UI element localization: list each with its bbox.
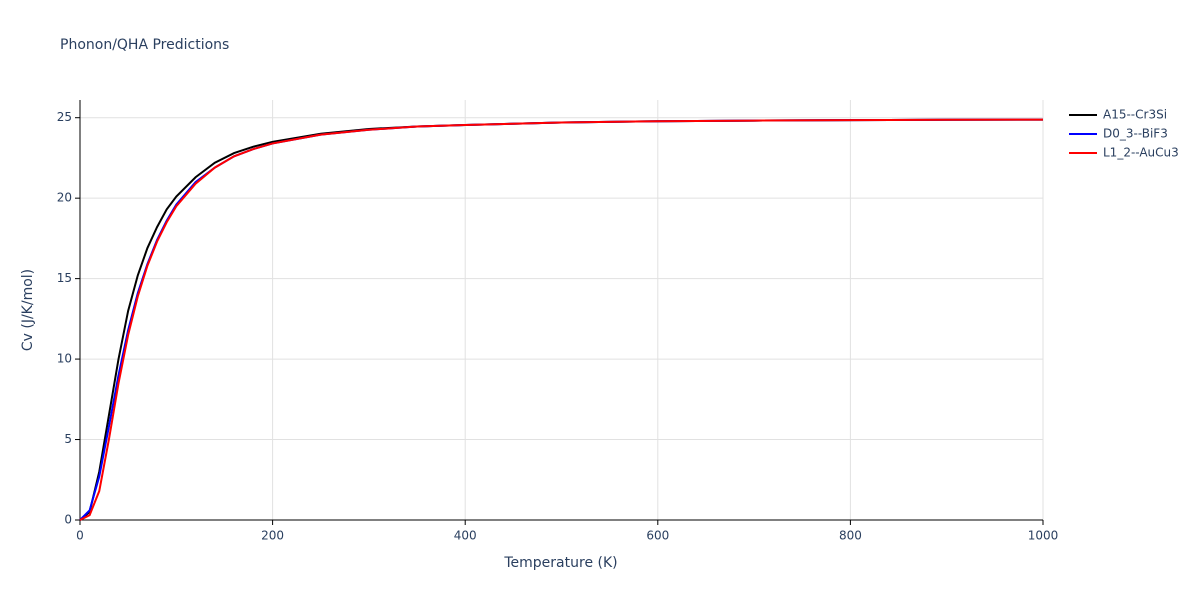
y-tick-label: 0 bbox=[64, 513, 72, 527]
x-tick-label: 800 bbox=[839, 529, 862, 543]
x-tick-label: 400 bbox=[454, 529, 477, 543]
x-axis-label: Temperature (K) bbox=[503, 555, 617, 571]
chart-title: Phonon/QHA Predictions bbox=[60, 37, 229, 53]
legend-label: D0_3--BiF3 bbox=[1103, 127, 1168, 141]
legend-label: A15--Cr3Si bbox=[1103, 108, 1167, 122]
y-tick-label: 15 bbox=[57, 271, 72, 285]
y-tick-label: 20 bbox=[57, 191, 72, 205]
y-tick-label: 25 bbox=[57, 110, 72, 124]
x-tick-label: 200 bbox=[261, 529, 284, 543]
y-tick-label: 10 bbox=[57, 352, 72, 366]
legend-label: L1_2--AuCu3 bbox=[1103, 146, 1179, 160]
x-tick-label: 0 bbox=[76, 529, 84, 543]
x-tick-label: 1000 bbox=[1028, 529, 1059, 543]
y-axis-label: Cv (J/K/mol) bbox=[20, 269, 36, 351]
x-tick-label: 600 bbox=[646, 529, 669, 543]
y-tick-label: 5 bbox=[64, 432, 72, 446]
data-line bbox=[79, 118, 1044, 521]
